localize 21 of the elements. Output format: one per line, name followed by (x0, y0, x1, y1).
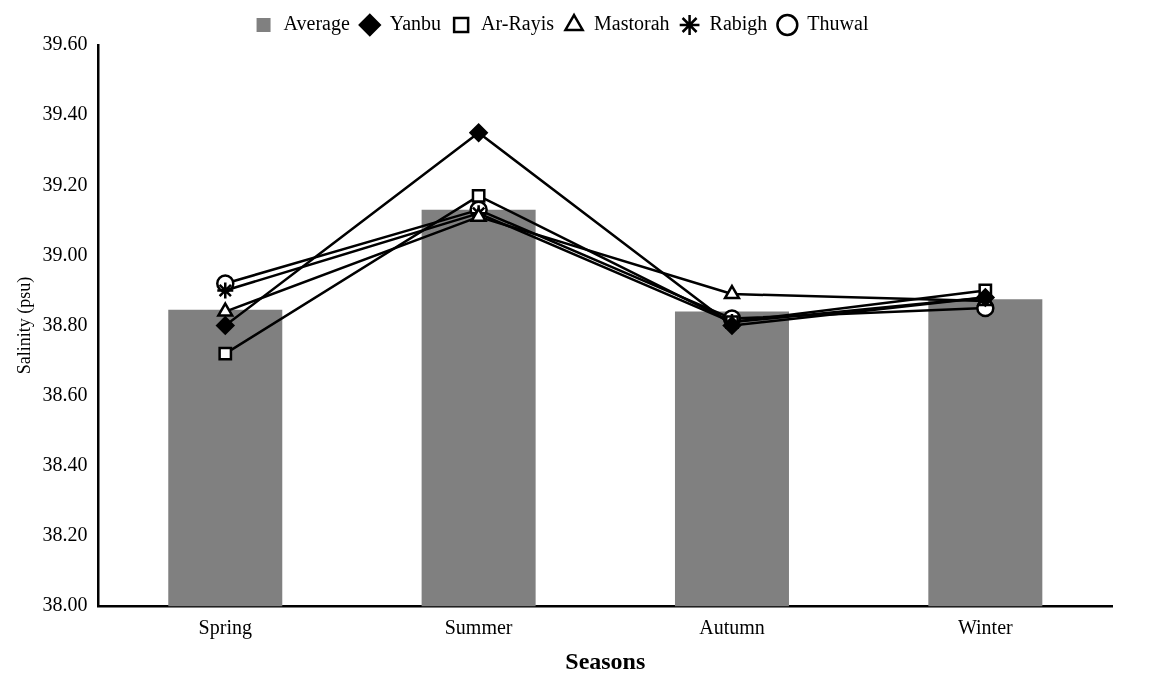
x-tick-label: Summer (444, 616, 513, 639)
x-axis-title: Seasons (565, 647, 646, 674)
legend-label: Ar-Rayis (481, 12, 555, 36)
legend-label: Rabigh (709, 12, 768, 36)
legend-label: Thuwal (807, 12, 869, 35)
legend-label: Yanbu (389, 12, 442, 35)
x-tick-label: Autumn (699, 616, 765, 639)
y-tick-label: 38.60 (42, 383, 88, 405)
y-tick-label: 39.60 (42, 32, 88, 55)
y-axis-title: Salinity (psu) (13, 276, 35, 375)
x-tick-label: Spring (198, 616, 252, 640)
legend-label: Mastorah (594, 12, 670, 35)
legend-label: Average (283, 12, 350, 36)
y-tick-label: 38.20 (42, 523, 88, 546)
y-tick-label: 39.40 (42, 102, 88, 125)
y-tick-label: 38.80 (42, 312, 88, 335)
y-tick-label: 39.20 (42, 172, 88, 195)
x-tick-label: Winter (957, 616, 1014, 639)
y-tick-label: 38.40 (42, 453, 88, 476)
y-tick-label: 39.00 (42, 242, 88, 265)
y-tick-label: 38.00 (42, 593, 88, 616)
